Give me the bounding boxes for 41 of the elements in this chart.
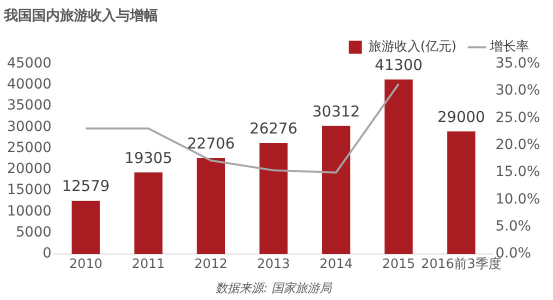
data-label: 26276 xyxy=(250,119,298,138)
y2-tick-label: 15.0% xyxy=(496,164,540,180)
data-label: 29000 xyxy=(437,108,486,126)
y-tick-label: 10000 xyxy=(6,203,52,220)
data-label: 19305 xyxy=(124,148,172,167)
y-tick-label: 25000 xyxy=(6,140,52,156)
y-tick-label: 35000 xyxy=(6,98,52,114)
x-tick-label: 2012 xyxy=(194,257,228,272)
bar xyxy=(384,79,413,254)
y2-tick-label: 25.0% xyxy=(496,110,540,126)
bar xyxy=(196,158,226,254)
x-tick-label: 2015 xyxy=(382,257,416,272)
bar xyxy=(259,142,288,254)
y2-tick-label: 20.0% xyxy=(496,136,540,153)
data-label: 30312 xyxy=(312,102,360,120)
y2-tick-label: 10.0% xyxy=(496,191,540,208)
y2-tick-label: 35.0% xyxy=(496,55,540,72)
data-label: 12579 xyxy=(62,177,110,196)
bar xyxy=(134,172,162,254)
x-tick-label: 2013 xyxy=(256,257,290,272)
bar xyxy=(322,126,350,254)
x-tick-label: 2014 xyxy=(320,257,353,272)
y-tick-label: 15000 xyxy=(6,182,52,198)
y-tick-label: 0 xyxy=(42,246,52,262)
chart-title: 我国国内旅游收入与增幅 xyxy=(3,8,158,24)
legend-label: 增长率 xyxy=(489,38,529,55)
y-tick-label: 45000 xyxy=(6,55,52,72)
y2-tick-label: 5.0% xyxy=(496,218,532,234)
source-note: 数据来源: 国家旅游局 xyxy=(216,280,332,295)
bar xyxy=(447,131,476,254)
data-label: 22706 xyxy=(187,134,235,152)
y-tick-label: 30000 xyxy=(6,118,52,135)
legend-label: 旅游收入(亿元) xyxy=(368,40,457,55)
bar xyxy=(72,200,100,254)
x-tick-label: 2010 xyxy=(69,257,102,272)
data-label: 41300 xyxy=(374,56,423,74)
x-tick-label: 2011 xyxy=(132,257,165,272)
y2-tick-label: 30.0% xyxy=(496,82,540,99)
y-tick-label: 5000 xyxy=(16,224,52,241)
y-tick-label: 20000 xyxy=(6,161,52,178)
y-tick-label: 40000 xyxy=(6,76,52,93)
